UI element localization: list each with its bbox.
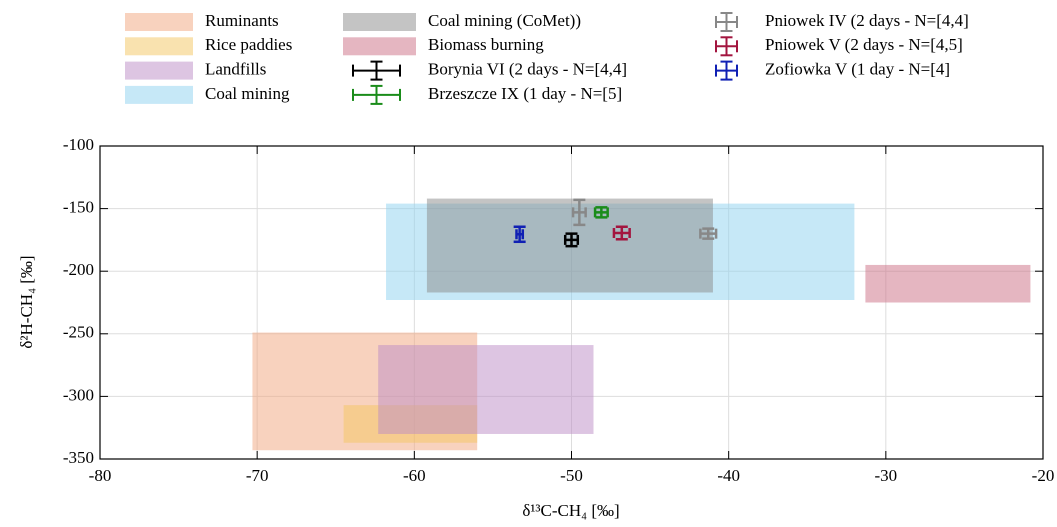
x-tick-label: -20: [1032, 466, 1055, 485]
legend-swatch: [125, 37, 193, 56]
error-bar: [563, 232, 580, 248]
x-tick-label: -60: [403, 466, 426, 485]
legend-label: Biomass burning: [428, 35, 544, 54]
error-bar: [699, 227, 718, 240]
y-tick-label: -350: [63, 448, 94, 467]
legend-swatch: [715, 12, 738, 32]
legend-swatch: [125, 85, 193, 104]
legend-swatch: [125, 13, 193, 31]
x-tick-label: -40: [717, 466, 740, 485]
legend-swatch: [352, 60, 401, 81]
error-bar: [612, 225, 631, 241]
legend-label: Pniowek V (2 days - N=[4,5]: [765, 35, 963, 54]
region: [865, 264, 1031, 303]
legend-swatch: [343, 37, 416, 56]
legend-swatch: [715, 60, 738, 81]
x-tick-label: -80: [89, 466, 112, 485]
x-tick-label: -50: [560, 466, 583, 485]
legend-label: Rice paddies: [205, 35, 292, 54]
error-bar: [593, 206, 609, 219]
legend-label: Borynia VI (2 days - N=[4,4]: [428, 60, 627, 79]
error-bar: [513, 225, 526, 244]
legend-label: Brzeszcze IX (1 day - N=[5]: [428, 84, 622, 103]
x-tick-label: -30: [874, 466, 897, 485]
y-tick-label: -250: [63, 323, 94, 342]
y-tick-label: -200: [63, 260, 94, 279]
legend-swatch: [125, 61, 193, 80]
y-tick-label: -300: [63, 385, 94, 404]
legend-label: Zofiowka V (1 day - N=[4]: [765, 60, 950, 79]
legend-label: Landfills: [205, 60, 266, 79]
x-axis-label: δ¹³C-CH₄ [‰]: [522, 501, 619, 520]
y-tick-label: -150: [63, 198, 94, 217]
legend-label: Ruminants: [205, 11, 279, 30]
legend-label: Coal mining (CoMet)): [428, 11, 581, 30]
x-tick-label: -70: [246, 466, 269, 485]
legend-swatch: [352, 84, 401, 105]
y-axis-label: δ²H-CH₄ [‰]: [17, 255, 36, 348]
legend-label: Coal mining: [205, 84, 290, 103]
region: [378, 345, 594, 434]
legend-label: Pniowek IV (2 days - N=[4,4]: [765, 11, 969, 30]
plot-frame: [99, 145, 1044, 460]
y-tick-label: -100: [63, 135, 94, 154]
legend-swatch: [715, 36, 738, 57]
error-bar: [571, 198, 587, 227]
legend-swatch: [343, 13, 416, 31]
